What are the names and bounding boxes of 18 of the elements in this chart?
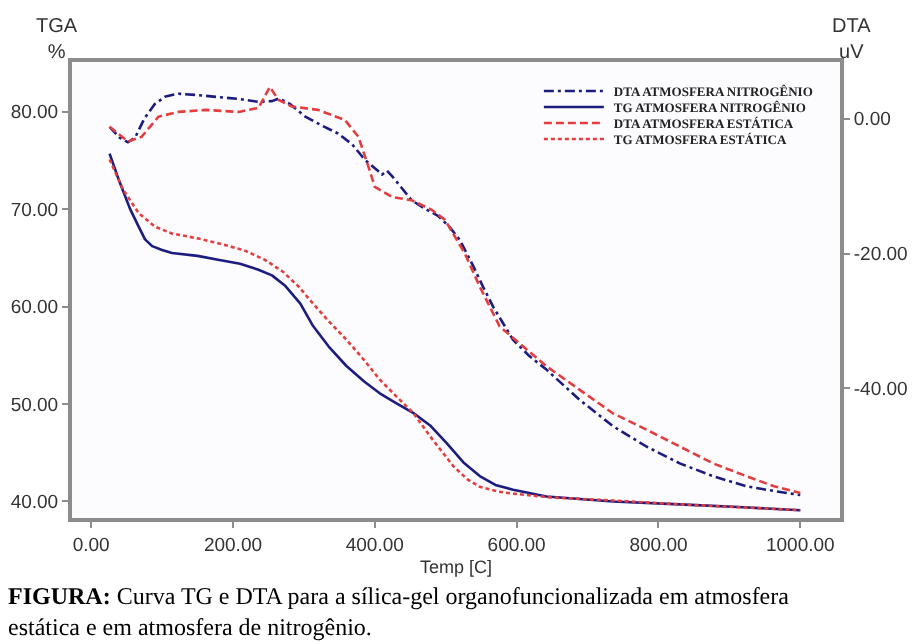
y-tick-label: 80.00 [10,102,59,125]
text: FIGURA: Curva TG e DTA para a sílica-gel organofuncionalizada em atmosfera estática e em atmosfera de nitrogênio. [8,582,791,642]
x-tick-label: 800.00 [629,534,688,557]
y2-tick-label: 0.00 [853,109,891,132]
x-axis-title: Temp [C] [419,556,493,577]
y-axis-title: TGA % [36,16,78,64]
y-tick-label: 40.00 [10,492,59,515]
x-tick-label: 0.00 [72,534,110,557]
x-tick-label: 1000.00 [765,534,835,557]
x-tick-label: 600.00 [487,534,546,557]
x-tick-label: 200.00 [203,534,263,557]
y2-tick-label: -40.00 [853,379,908,402]
y2-tick-label: -20.00 [853,244,908,267]
y-tick-label: 70.00 [10,199,59,222]
y2-axis-title: DTA uV [832,16,872,64]
x-tick-label: 400.00 [345,534,404,557]
y-tick-label: 50.00 [10,394,59,417]
y-tick-label: 60.00 [10,297,59,320]
